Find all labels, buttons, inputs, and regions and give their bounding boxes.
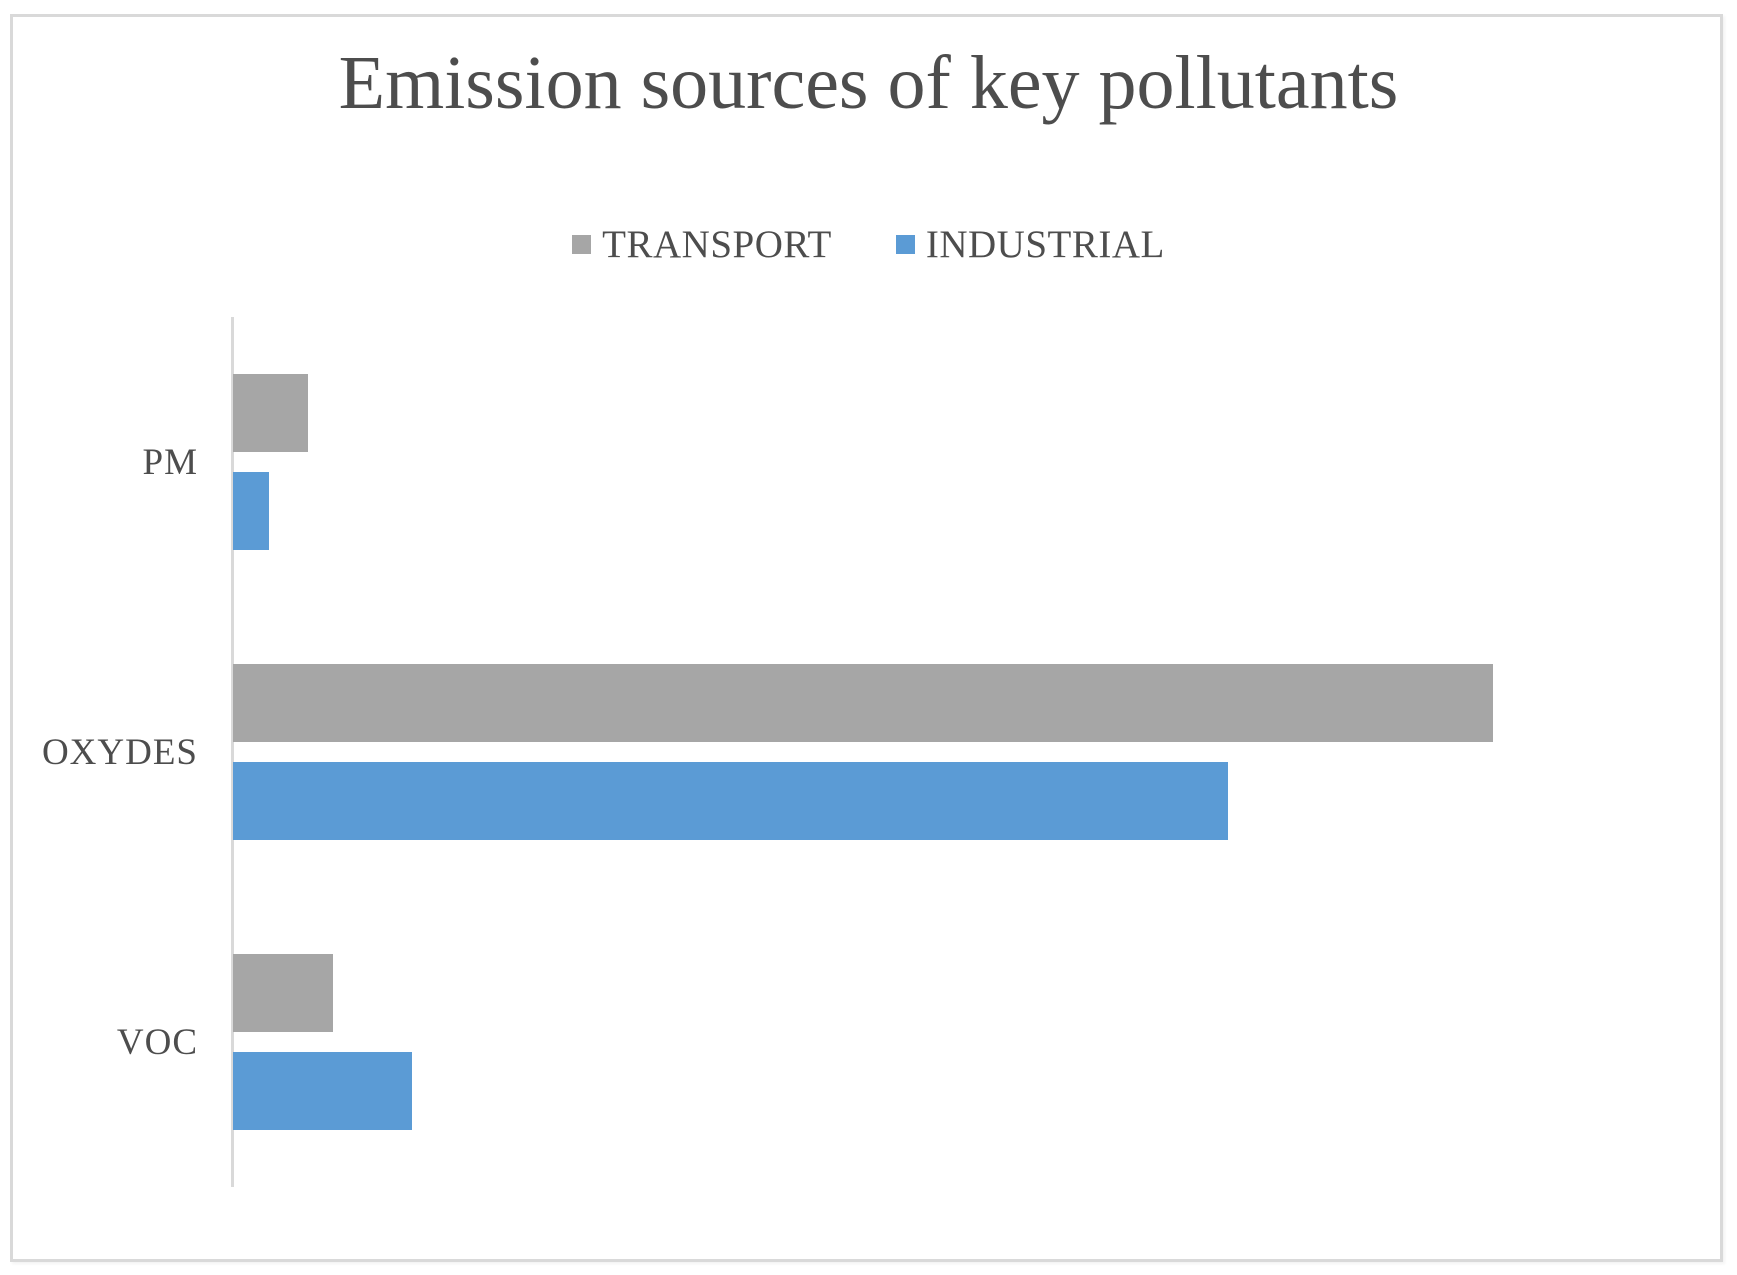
legend: TRANSPORT INDUSTRIAL [0,222,1737,267]
bar-industrial-voc [233,1052,413,1130]
bar-industrial-oxydes [233,762,1228,840]
bar-rows [233,317,1533,1187]
bar-transport-pm [233,374,309,452]
category-label-oxydes: OXYDES [41,731,198,773]
legend-swatch-transport [572,235,592,254]
bar-industrial-pm [233,472,270,550]
category-axis-labels: PM OXYDES VOC [0,317,198,1187]
legend-item-industrial: INDUSTRIAL [895,222,1165,267]
plot-area [231,317,1533,1187]
legend-label: TRANSPORT [602,223,832,266]
category-label-voc: VOC [116,1021,198,1063]
category-label-pm: PM [142,441,198,483]
bar-transport-oxydes [233,664,1493,742]
y-axis-line [231,317,234,1187]
chart-title: Emission sources of key pollutants [338,41,1399,125]
bar-group-oxydes [233,607,1533,897]
bar-group-voc [233,897,1533,1187]
bar-transport-voc [233,954,334,1032]
legend-item-transport: TRANSPORT [572,222,832,267]
bar-group-pm [233,317,1533,607]
legend-label: INDUSTRIAL [925,223,1165,266]
legend-swatch-industrial [895,235,915,254]
